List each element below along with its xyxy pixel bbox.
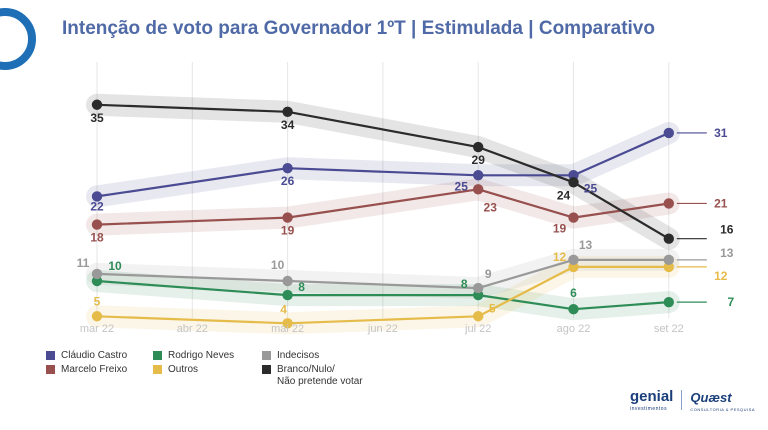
x-tick-label: set 22 [654, 323, 684, 335]
legend-item: Marcelo Freixo [46, 364, 127, 376]
legend-swatch [262, 351, 271, 360]
data-label: 11 [77, 256, 90, 270]
data-point [568, 177, 579, 188]
legend-item: Cláudio Castro [46, 350, 127, 362]
brand-logos: genial investimentos Quæst CONSULTORIA &… [630, 388, 755, 412]
data-point [663, 233, 674, 244]
data-label: 16 [720, 223, 734, 237]
data-point [473, 184, 484, 195]
data-point [568, 304, 579, 315]
data-label: 4 [280, 302, 287, 316]
data-point [663, 296, 674, 308]
data-label: 18 [90, 231, 104, 245]
chart-title: Intenção de voto para Governador 1ºT | E… [62, 18, 655, 39]
legend-swatch [153, 365, 162, 374]
legend-item: Branco/Nulo/ Não pretende votar [262, 364, 363, 388]
data-label: 34 [281, 118, 295, 132]
data-point [282, 289, 293, 301]
data-label: 21 [714, 196, 728, 210]
data-point [473, 282, 484, 294]
brand-divider [681, 390, 683, 410]
data-label: 26 [281, 174, 295, 188]
data-point [663, 127, 674, 139]
data-point [568, 254, 579, 266]
data-point [91, 219, 103, 230]
data-point [282, 318, 293, 329]
genial-logo: genial investimentos [630, 388, 673, 412]
data-point [91, 268, 103, 280]
data-label: 10 [108, 259, 122, 273]
data-label: 8 [298, 280, 305, 294]
x-tick-label: jun 22 [367, 323, 398, 335]
data-point [91, 99, 103, 110]
data-label: 7 [727, 295, 734, 309]
data-label: 5 [94, 294, 101, 308]
legend-label: Branco/Nulo/ Não pretende votar [277, 364, 363, 387]
data-label: 35 [90, 111, 104, 125]
legend-swatch [46, 365, 55, 374]
data-point [473, 141, 484, 153]
legend-label: Outros [168, 364, 199, 375]
legend-label: Marcelo Freixo [61, 364, 128, 375]
data-label: 31 [714, 126, 728, 140]
data-label: 29 [472, 153, 486, 167]
data-label: 10 [271, 258, 285, 272]
quaest-subtitle: CONSULTORIA & PESQUISA [690, 406, 756, 412]
legend-label: Cláudio Castro [61, 350, 128, 361]
data-point [91, 191, 103, 202]
data-label: 8 [461, 277, 468, 291]
data-label: 9 [485, 267, 492, 281]
data-label: 23 [484, 200, 498, 214]
line-chart: 22 26 25 25 31 18 19 23 19 21 10 8 8 6 7 5 4 5 12 12 11 10 9 13… [77, 62, 734, 335]
data-point [282, 212, 293, 223]
x-tick-label: mai 22 [271, 323, 304, 335]
x-tick-label: abr 22 [177, 323, 208, 335]
data-label: 24 [557, 188, 571, 202]
data-label: 12 [553, 250, 567, 264]
data-point [473, 170, 484, 181]
data-label: 12 [714, 269, 728, 283]
quaest-wordmark: Quæst [690, 389, 732, 405]
genial-subtitle: investimentos [630, 406, 668, 412]
legend-item: Outros [153, 364, 198, 376]
data-label: 13 [720, 246, 734, 260]
legend-swatch [153, 351, 162, 360]
legend-swatch [262, 365, 271, 374]
legend-label: Indecisos [277, 350, 320, 361]
data-label: 5 [489, 301, 496, 315]
data-point [473, 311, 484, 322]
data-label: 19 [281, 224, 295, 238]
data-label: 22 [90, 199, 104, 213]
data-point [282, 106, 293, 118]
data-label: 13 [579, 238, 593, 252]
legend-label: Rodrigo Neves [168, 350, 235, 361]
x-tick-label: mar 22 [80, 323, 114, 335]
data-point [91, 311, 103, 322]
x-tick-label: jul 22 [464, 323, 491, 335]
quaest-logo: Quæst CONSULTORIA & PESQUISA [690, 389, 755, 412]
genial-wordmark: genial [630, 388, 674, 405]
data-label: 25 [455, 179, 469, 193]
legend-item: Rodrigo Neves [153, 350, 234, 362]
data-point [663, 198, 674, 209]
legend-swatch [46, 351, 55, 360]
data-point [282, 275, 293, 287]
legend-item: Indecisos [262, 350, 319, 362]
x-tick-label: ago 22 [557, 323, 591, 335]
data-label: 19 [553, 222, 567, 236]
data-point [663, 254, 674, 266]
data-label: 6 [570, 286, 577, 300]
data-label: 25 [584, 181, 598, 195]
brand-logo-arc [0, 8, 36, 70]
data-point [282, 163, 293, 174]
data-point [568, 212, 579, 223]
